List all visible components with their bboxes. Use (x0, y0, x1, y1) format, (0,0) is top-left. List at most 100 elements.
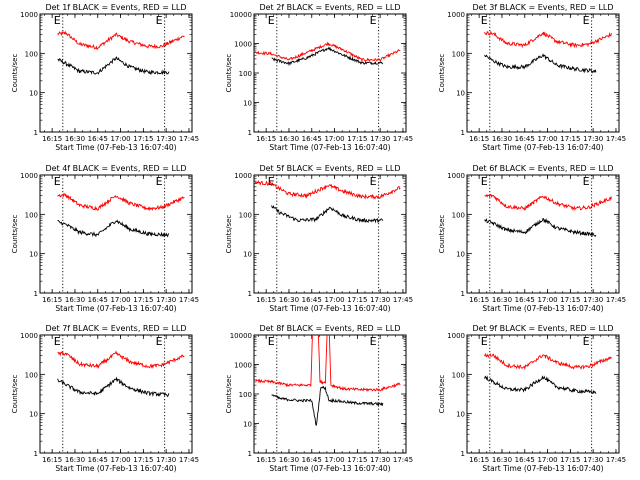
chart-title: Det 6f BLACK = Events, RED = LLD (472, 164, 613, 173)
x-tick-label: 17:30 (156, 135, 176, 143)
x-tick-label: 16:30 (492, 135, 512, 143)
corner-label: E (481, 335, 488, 348)
x-tick-label: 16:45 (515, 135, 535, 143)
x-tick-label: 17:15 (560, 456, 580, 464)
x-tick-label: 16:30 (279, 135, 299, 143)
chart-title: Det 2f BLACK = Events, RED = LLD (259, 3, 400, 12)
x-axis-label: Start Time (07-Feb-13 16:07:40) (482, 143, 603, 152)
y-tick-label: 10 (243, 421, 252, 429)
chart-title: Det 8f BLACK = Events, RED = LLD (259, 324, 400, 333)
y-axis-label: Counts/sec (438, 375, 446, 414)
x-axis-label: Start Time (07-Feb-13 16:07:40) (482, 464, 603, 473)
chart-panel: Det 9f BLACK = Events, RED = LLD 1 10 100 10… (438, 324, 626, 473)
series-line (484, 375, 597, 394)
x-tick-label: 17:45 (393, 456, 413, 464)
x-tick-label: 17:45 (606, 135, 626, 143)
y-axis-label: Counts/sec (225, 215, 233, 254)
x-axis-label: Start Time (07-Feb-13 16:07:40) (55, 143, 176, 152)
x-tick-label: 17:45 (179, 135, 199, 143)
y-tick-label: 100 (452, 50, 465, 58)
x-tick-label: 16:15 (42, 456, 62, 464)
x-tick-label: 16:45 (515, 296, 535, 304)
chart-title: Det 7f BLACK = Events, RED = LLD (45, 324, 186, 333)
chart-panel: Det 7f BLACK = Events, RED = LLD 1 10 100 10… (11, 324, 199, 473)
x-tick-label: 17:00 (324, 296, 344, 304)
y-tick-label: 1 (461, 450, 465, 458)
x-tick-label: 16:15 (42, 296, 62, 304)
chart-panel: Det 1f BLACK = Events, RED = LLD 1 10 100 10… (11, 3, 199, 152)
y-tick-label: 100 (452, 211, 465, 219)
x-tick-label: 16:30 (492, 296, 512, 304)
y-tick-label: 10 (29, 90, 38, 98)
y-tick-label: 1000 (447, 11, 465, 19)
y-axis-label: Counts/sec (438, 215, 446, 254)
series-line (57, 193, 185, 212)
y-tick-label: 1 (461, 290, 465, 298)
series-line (484, 193, 612, 211)
x-tick-label: 16:45 (88, 135, 108, 143)
y-tick-label: 1000 (447, 172, 465, 180)
x-tick-label: 17:30 (370, 296, 390, 304)
x-tick-label: 17:15 (347, 135, 367, 143)
series-line (271, 385, 384, 426)
y-tick-label: 10 (243, 251, 252, 259)
y-tick-label: 1000 (447, 332, 465, 340)
series-line (271, 204, 384, 224)
x-tick-label: 17:45 (179, 296, 199, 304)
x-tick-label: 17:45 (606, 456, 626, 464)
x-tick-label: 16:30 (65, 135, 85, 143)
y-tick-label: 1 (34, 129, 38, 137)
y-tick-label: 10 (456, 90, 465, 98)
y-tick-label: 10000 (230, 11, 252, 19)
series-line (255, 335, 401, 393)
x-tick-label: 16:45 (515, 456, 535, 464)
y-axis-label: Counts/sec (11, 215, 19, 254)
chart-panel: Det 4f BLACK = Events, RED = LLD 1 10 100 10… (11, 164, 199, 313)
chart-panel: Det 6f BLACK = Events, RED = LLD 1 10 100 10… (438, 164, 626, 313)
y-axis-label: Counts/sec (11, 375, 19, 414)
corner-label: E (583, 14, 590, 27)
y-tick-label: 1 (248, 290, 252, 298)
x-tick-label: 17:30 (156, 296, 176, 304)
plot-frame (39, 334, 193, 454)
chart-title: Det 3f BLACK = Events, RED = LLD (472, 3, 613, 12)
corner-label: E (481, 175, 488, 188)
chart-panel: Det 3f BLACK = Events, RED = LLD 1 10 100 10… (438, 3, 626, 152)
x-tick-label: 16:30 (279, 296, 299, 304)
x-tick-label: 16:15 (256, 296, 276, 304)
plot-frame (466, 334, 620, 454)
y-axis-label: Counts/sec (225, 54, 233, 93)
corner-label: E (156, 335, 163, 348)
plot-frame (466, 174, 620, 294)
y-tick-label: 100 (25, 371, 38, 379)
chart-title: Det 5f BLACK = Events, RED = LLD (259, 164, 400, 173)
x-tick-label: 16:15 (256, 135, 276, 143)
x-tick-label: 16:30 (492, 456, 512, 464)
x-tick-label: 17:15 (133, 135, 153, 143)
chart-title: Det 9f BLACK = Events, RED = LLD (472, 324, 613, 333)
corner-label: E (54, 14, 61, 27)
y-tick-label: 10 (29, 251, 38, 259)
x-tick-label: 17:00 (324, 135, 344, 143)
y-tick-label: 10000 (230, 332, 252, 340)
x-tick-label: 16:45 (302, 296, 322, 304)
series-line (57, 350, 185, 370)
x-tick-label: 17:15 (347, 456, 367, 464)
x-tick-label: 17:30 (583, 135, 603, 143)
y-tick-label: 1 (461, 129, 465, 137)
corner-label: E (370, 175, 377, 188)
y-tick-label: 1 (34, 450, 38, 458)
corner-label: E (481, 14, 488, 27)
y-tick-label: 100 (25, 211, 38, 219)
x-tick-label: 17:30 (156, 456, 176, 464)
corner-label: E (583, 335, 590, 348)
y-tick-label: 10 (456, 411, 465, 419)
x-tick-label: 16:45 (88, 296, 108, 304)
x-tick-label: 16:30 (279, 456, 299, 464)
corner-label: E (156, 175, 163, 188)
series-line (484, 352, 612, 371)
series-line (57, 219, 170, 238)
x-tick-label: 17:45 (393, 135, 413, 143)
x-tick-label: 17:15 (133, 456, 153, 464)
y-tick-label: 100 (239, 211, 252, 219)
